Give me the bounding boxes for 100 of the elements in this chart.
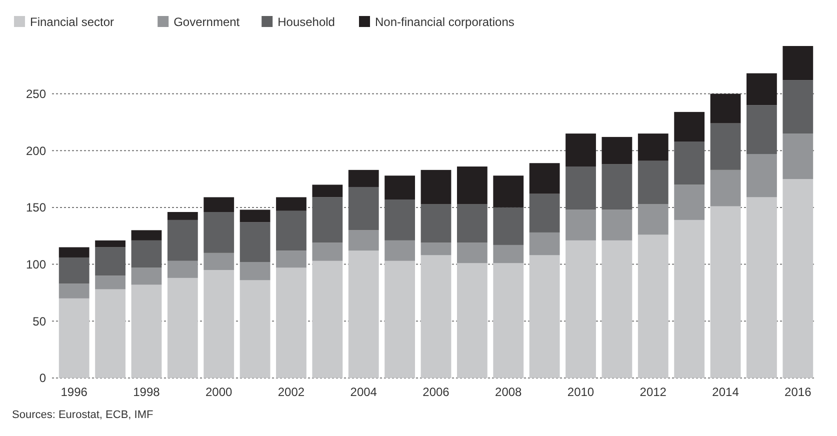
x-tick-label: 2010 (567, 385, 594, 399)
bar (566, 240, 596, 378)
legend-label: Government (174, 15, 240, 29)
bar (240, 280, 270, 378)
x-tick-label: 2002 (278, 385, 305, 399)
bar (312, 197, 343, 243)
bar (602, 164, 632, 210)
bar (456, 166, 488, 204)
bar (746, 73, 777, 106)
bar (131, 240, 162, 268)
x-tick-label: 2004 (350, 385, 378, 399)
bar (348, 230, 379, 251)
bar (674, 220, 705, 378)
x-tick-label: 1996 (60, 385, 88, 399)
x-tick-label: 2008 (495, 385, 522, 399)
bar (566, 210, 596, 240)
bar (674, 184, 705, 220)
bar (638, 234, 668, 378)
bar (493, 263, 524, 378)
bar (746, 105, 777, 154)
bar (638, 160, 668, 204)
bar (240, 262, 270, 280)
legend-label: Financial sector (30, 15, 114, 29)
bar (529, 232, 560, 256)
bar (276, 268, 306, 378)
bar (276, 250, 306, 268)
bar (276, 210, 306, 251)
bar (240, 222, 270, 262)
bar (493, 244, 524, 264)
bar (312, 242, 343, 261)
bar (420, 255, 452, 378)
bar (348, 186, 379, 230)
bar (638, 134, 668, 161)
bar (384, 176, 416, 200)
bar (131, 268, 162, 285)
bar (529, 194, 560, 232)
y-tick-label: 150 (26, 200, 46, 215)
x-tick-label: 1998 (133, 385, 160, 399)
bar (58, 284, 90, 298)
bar (131, 284, 162, 378)
bar (710, 123, 741, 170)
y-tick-label: 0 (39, 371, 46, 386)
bar (348, 170, 379, 187)
bar (312, 260, 343, 378)
bar (710, 206, 741, 378)
bar (384, 240, 416, 261)
bar (420, 170, 452, 204)
bar (58, 257, 90, 284)
bar (204, 270, 234, 378)
bar (782, 134, 814, 180)
bar (456, 204, 488, 243)
bar (95, 289, 126, 378)
x-tick-label: 2000 (206, 385, 233, 399)
bar (493, 207, 524, 245)
bar (312, 184, 343, 198)
x-tick-label: 2006 (422, 385, 450, 399)
x-tick-label: 2012 (640, 385, 667, 399)
x-tick-label: 2016 (784, 385, 812, 399)
bar (348, 250, 379, 378)
bar (95, 247, 126, 276)
bar (95, 240, 126, 248)
bar (710, 170, 741, 206)
bar (420, 204, 452, 243)
y-tick-label: 100 (26, 258, 46, 272)
bar (167, 220, 198, 261)
bar (529, 163, 560, 194)
bar (58, 298, 90, 378)
bar (456, 242, 488, 264)
bar (746, 197, 777, 378)
y-tick-label: 250 (26, 86, 46, 101)
bar (384, 260, 416, 378)
bar (493, 176, 524, 208)
bar (240, 210, 270, 222)
y-tick-label: 50 (32, 314, 46, 328)
bar (204, 252, 234, 270)
bar (58, 247, 90, 258)
bar (566, 134, 596, 167)
bar (782, 179, 814, 378)
legend-label: Household (278, 15, 335, 29)
bar (638, 204, 668, 235)
bar (602, 136, 632, 164)
bar (602, 210, 632, 240)
bar (167, 278, 198, 378)
bar (276, 197, 306, 211)
source-note: Sources: Eurostat, ECB, IMF (12, 409, 154, 421)
legend-label: Non-financial corporations (375, 15, 514, 29)
bar (167, 212, 198, 220)
bar (167, 260, 198, 278)
bar (95, 276, 126, 290)
bar (420, 242, 452, 256)
bar (204, 212, 234, 253)
bar (674, 142, 705, 185)
bar (782, 80, 814, 134)
bar (710, 94, 741, 124)
x-tick-label: 2014 (712, 385, 740, 399)
bar (746, 154, 777, 198)
bar (456, 263, 488, 378)
bar (674, 112, 705, 142)
bar (131, 230, 162, 240)
bar (204, 197, 234, 212)
